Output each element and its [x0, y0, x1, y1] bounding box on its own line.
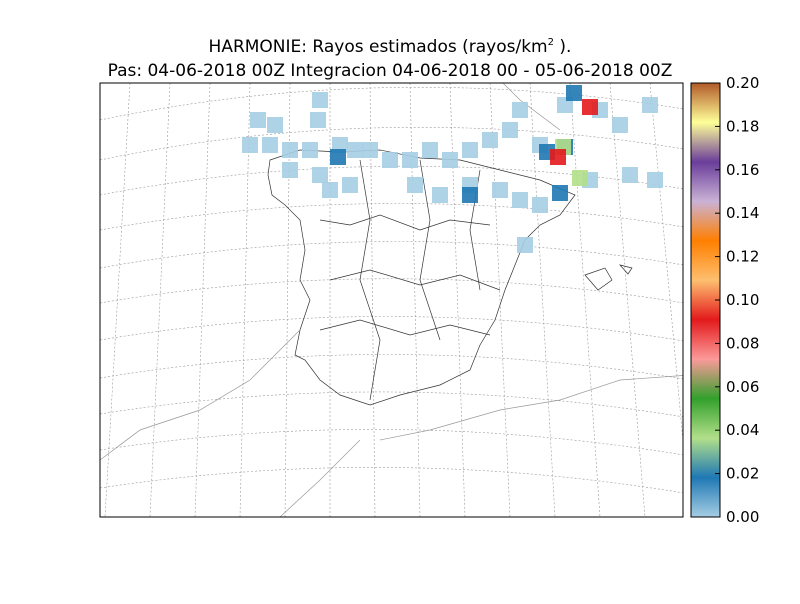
- lightning-cell: [512, 192, 528, 208]
- lightning-cell: [422, 142, 438, 158]
- lightning-cell: [282, 162, 298, 178]
- lightning-cell: [282, 142, 298, 158]
- colorbar-tick-label: 0.10: [726, 291, 759, 309]
- colorbar-tick-label: 0.04: [726, 421, 759, 439]
- lightning-cell: [532, 197, 548, 213]
- colorbar-tick-label: 0.20: [726, 74, 759, 92]
- colorbar-tick-label: 0.14: [726, 204, 759, 222]
- lightning-cell: [302, 142, 318, 158]
- title-text: HARMONIE: Rayos estimados (rayos/km: [209, 37, 548, 57]
- cells: [242, 85, 663, 253]
- lightning-cell: [552, 185, 568, 201]
- lightning-cell: [242, 137, 258, 153]
- lightning-cell: [262, 137, 278, 153]
- lightning-cell: [267, 117, 283, 133]
- lightning-cell: [482, 132, 498, 148]
- lightning-cell: [250, 112, 266, 128]
- map-frame: [99, 82, 684, 518]
- lightning-cell: [362, 142, 378, 158]
- lightning-cell: [462, 142, 478, 158]
- lightning-cell: [322, 182, 338, 198]
- lightning-cell: [432, 187, 448, 203]
- map-area: [99, 82, 684, 518]
- colorbar-tick-label: 0.16: [726, 161, 759, 179]
- lightning-cell: [407, 177, 423, 193]
- lightning-cell: [647, 172, 663, 188]
- colorbar-tick-label: 0.00: [726, 508, 759, 526]
- lightning-cell: [502, 122, 518, 138]
- lightning-cell: [347, 142, 363, 158]
- lightning-cell: [622, 167, 638, 183]
- colorbar-tick-label: 0.06: [726, 378, 759, 396]
- lightning-cell: [582, 99, 598, 115]
- lightning-cell: [310, 112, 326, 128]
- lightning-cell: [442, 152, 458, 168]
- title: HARMONIE: Rayos estimados (rayos/km2 ).: [209, 37, 572, 57]
- colorbar-tick-label: 0.02: [726, 465, 759, 483]
- colorbar-tick-label: 0.12: [726, 248, 759, 266]
- lightning-cell: [550, 149, 566, 165]
- title-superscript: 2: [548, 37, 554, 48]
- lightning-cell: [462, 187, 478, 203]
- lightning-cell: [572, 170, 588, 186]
- lightning-cell: [566, 85, 582, 101]
- lightning-cell: [382, 152, 398, 168]
- title-suffix: ).: [554, 37, 571, 57]
- lightning-cell: [330, 149, 346, 165]
- lightning-cell: [517, 237, 533, 253]
- lightning-cell: [612, 117, 628, 133]
- colorbar-tick-label: 0.08: [726, 334, 759, 352]
- colorbar: 0.00 0.02 0.04 0.06 0.08 0.10 0.12 0.14 0.16 0.18…: [690, 74, 759, 526]
- lightning-cell: [312, 167, 328, 183]
- lightning-cell: [642, 97, 658, 113]
- lightning-cell: [512, 102, 528, 118]
- lightning-cell: [402, 152, 418, 168]
- lightning-cell: [492, 182, 508, 198]
- colorbar-tick-label: 0.18: [726, 117, 759, 135]
- subtitle: Pas: 04-06-2018 00Z Integracion 04-06-20…: [108, 61, 673, 81]
- lightning-cell: [312, 92, 328, 108]
- graticule: [100, 83, 683, 517]
- lightning-cell: [342, 177, 358, 193]
